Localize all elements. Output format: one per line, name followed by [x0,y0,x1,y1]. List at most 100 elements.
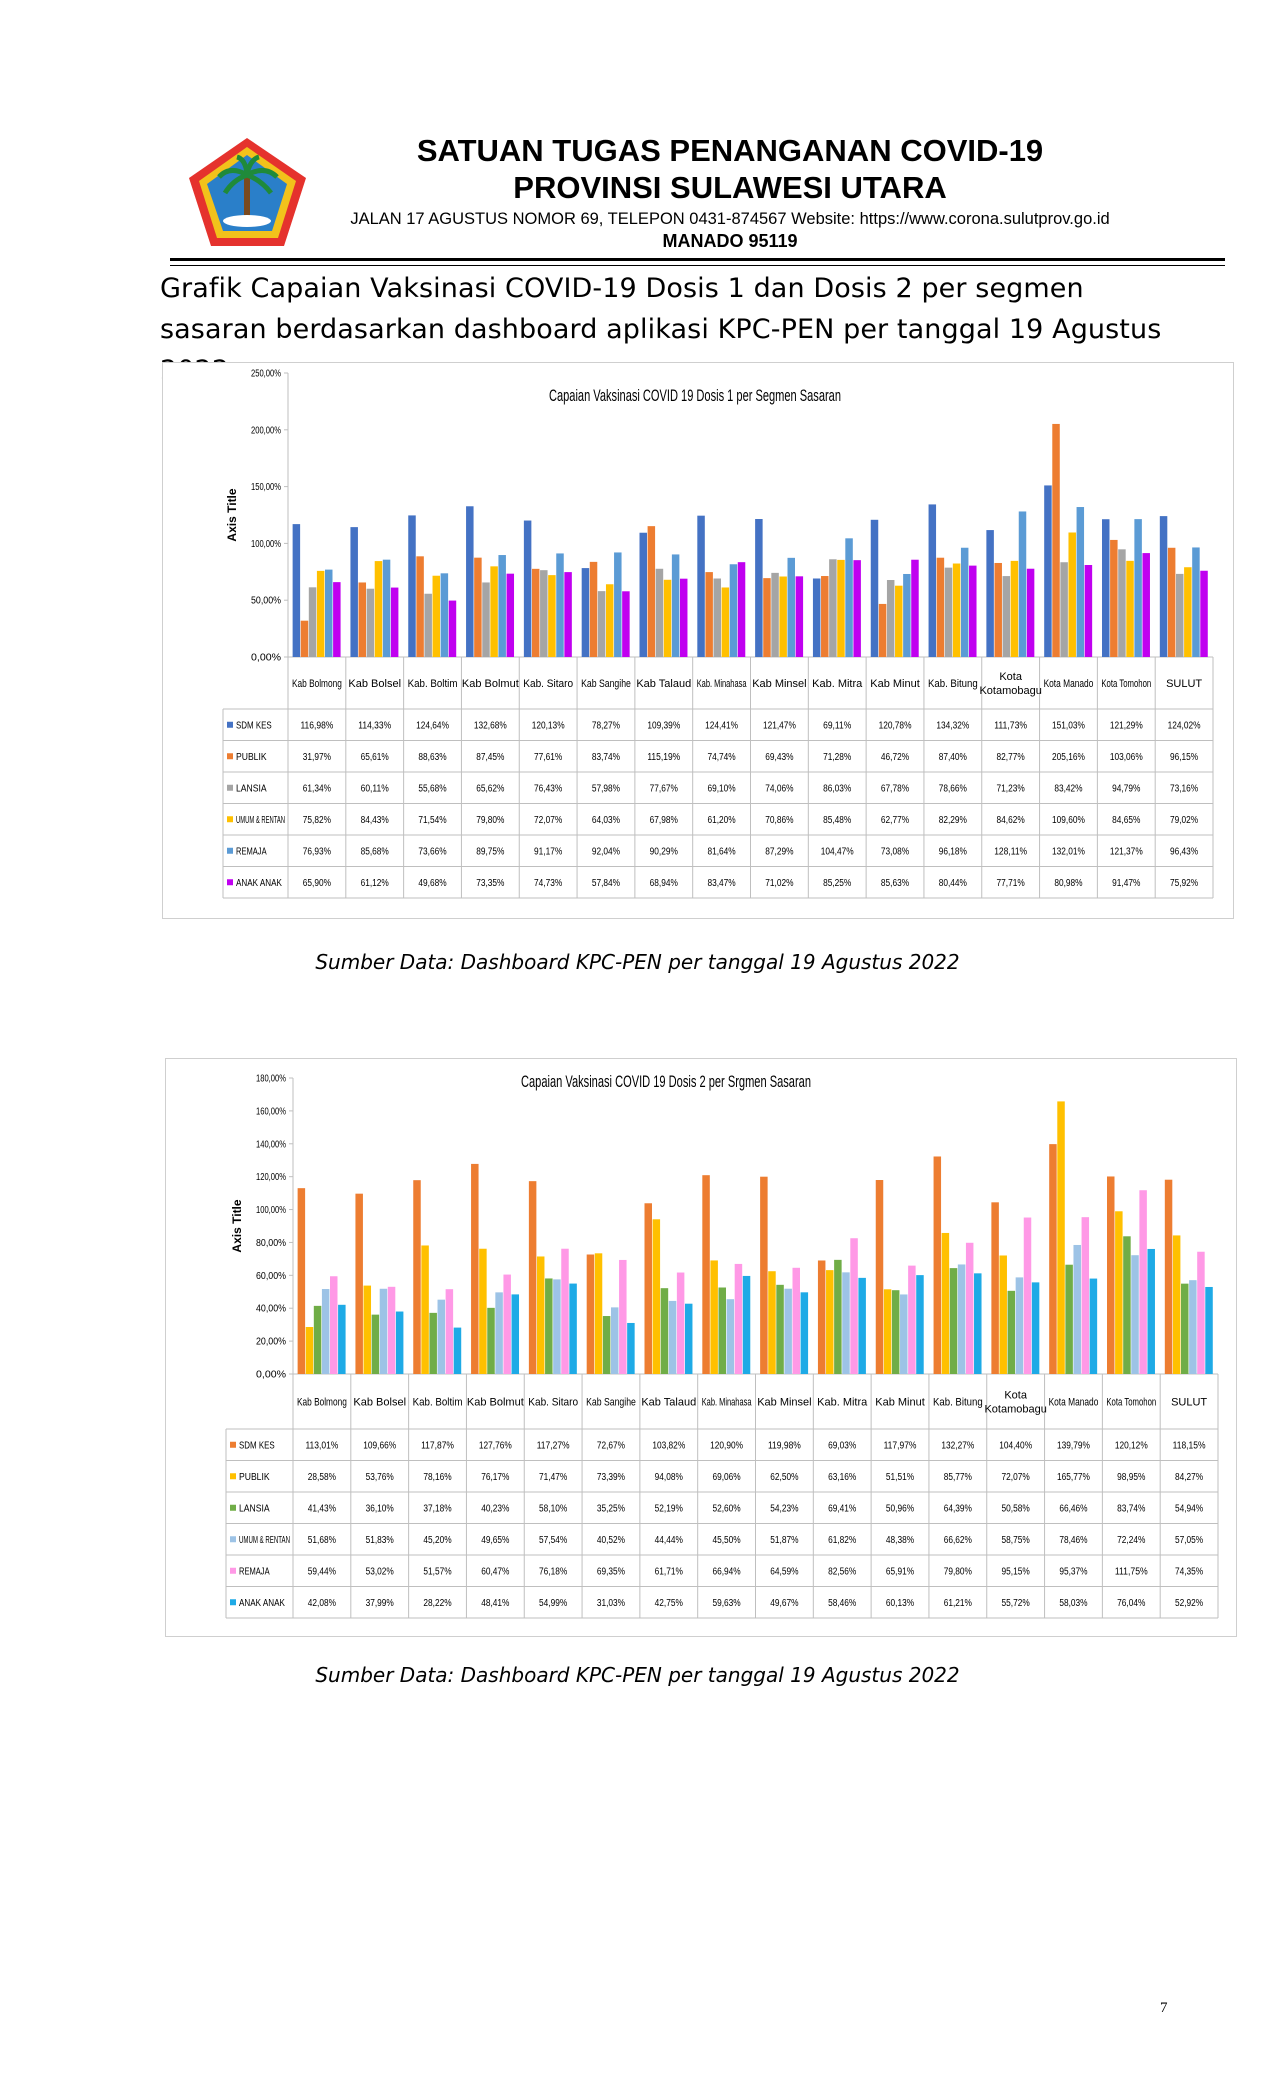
legend-label: ANAK ANAK [239,1598,285,1609]
bar [371,1314,380,1374]
legend-key [227,721,233,728]
bar [605,584,614,657]
bar [957,1264,966,1374]
category-label: Kab. Minahasa [702,1397,752,1409]
data-label: 94,08% [655,1472,683,1483]
data-label: 119,98% [768,1440,801,1451]
bar [676,1272,685,1374]
bar [853,560,861,657]
category-label: Kotamobagu [979,685,1041,697]
bar [755,519,763,657]
bar [760,1176,768,1374]
data-label: 58,10% [539,1503,567,1514]
data-label: 82,29% [939,815,967,826]
bar [644,1203,652,1374]
data-label: 111,73% [994,720,1027,731]
bar [960,547,969,657]
data-label: 81,64% [707,846,735,857]
bar [933,1156,942,1374]
legend-key [227,847,233,854]
bar [991,1202,999,1374]
data-label: 73,39% [597,1472,625,1483]
data-label: 83,47% [707,878,735,889]
bar [487,1307,495,1374]
bar [548,575,556,657]
bar [1110,539,1118,657]
bar [718,1287,726,1374]
data-label: 134,32% [936,720,969,731]
category-label: Kab Sangihe [586,1397,636,1409]
bar [763,578,771,657]
bar [445,1289,454,1374]
chart-title: Capaian Vaksinasi COVID 19 Dosis 1 per S… [549,386,841,405]
data-label: 61,12% [361,878,389,889]
data-label: 41,43% [308,1503,336,1514]
bar [1123,1236,1131,1374]
data-label: 69,06% [712,1472,740,1483]
data-label: 62,50% [770,1472,798,1483]
bar [498,555,506,657]
bar [416,556,424,657]
bar [1015,1277,1024,1374]
y-tick-label: 150,00% [251,482,281,493]
bar [355,1193,363,1374]
bar [941,1232,950,1374]
data-label: 109,60% [1052,815,1085,826]
bar [408,515,416,657]
data-label: 61,82% [828,1535,856,1546]
category-label: Kab Minut [870,678,920,690]
data-label: 104,40% [999,1440,1032,1451]
bar [916,1275,924,1374]
bar [842,1272,850,1374]
data-label: 85,48% [823,815,851,826]
bar [556,553,564,657]
bar [952,563,961,657]
bar [1189,1280,1197,1374]
data-label: 124,41% [705,720,738,731]
y-tick-label: 160,00% [256,1106,286,1117]
bar [1142,553,1150,657]
bar [1197,1251,1205,1374]
bar [503,1274,511,1374]
data-label: 73,16% [1170,783,1198,794]
data-label: 79,80% [944,1566,972,1577]
data-label: 78,46% [1059,1535,1087,1546]
bar [374,561,383,657]
data-label: 60,11% [361,783,389,794]
legend-key [227,784,233,791]
bar [1164,1179,1173,1374]
bar [742,1275,751,1374]
data-label: 78,27% [592,720,620,731]
bar [358,582,367,657]
data-label: 121,29% [1110,720,1143,731]
data-label: 55,68% [418,783,446,794]
data-label: 124,64% [416,720,449,731]
data-label: 31,97% [303,752,331,763]
data-label: 96,18% [939,846,967,857]
bar [313,1305,322,1374]
y-tick-label: 200,00% [251,425,281,436]
legend-label: PUBLIK [236,752,267,763]
data-label: 57,05% [1175,1535,1203,1546]
bar [453,1327,462,1374]
bar [363,1285,372,1374]
legend-label: PUBLIK [239,1472,270,1483]
category-label: Kab Minsel [757,1397,811,1409]
category-label: Kota [999,671,1023,683]
bar [784,1288,792,1374]
chart-title: Capaian Vaksinasi COVID 19 Dosis 2 per S… [521,1072,811,1091]
data-label: 40,52% [597,1535,625,1546]
bar [974,1273,982,1374]
bar [1147,1248,1155,1374]
data-label: 82,77% [997,752,1025,763]
bar [999,1255,1007,1374]
bar [1159,516,1168,657]
data-label: 80,98% [1054,878,1082,889]
data-label: 124,02% [1168,720,1201,731]
bar [710,1260,718,1374]
bar [387,1286,396,1374]
data-label: 103,82% [652,1440,685,1451]
bar [511,1294,520,1374]
category-label: SULUT [1171,1397,1207,1409]
category-label: Kab Bolsel [353,1397,406,1409]
